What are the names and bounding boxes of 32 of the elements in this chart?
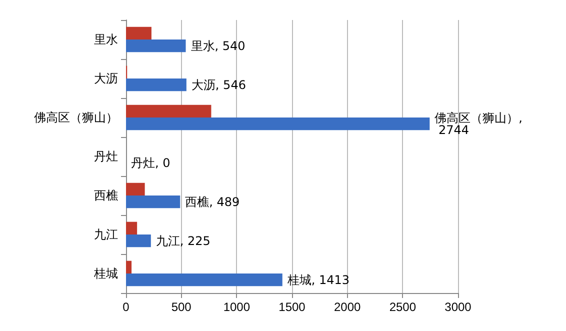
data-label: 西樵, 489 [185, 194, 240, 209]
x-tick-label: 1500 [278, 300, 306, 314]
y-tick-label: 九江 [94, 228, 118, 242]
x-tick-label: 0 [122, 300, 130, 314]
bar [126, 118, 430, 130]
y-tick-label: 大沥 [94, 72, 118, 86]
x-tick-label: 3000 [444, 300, 472, 314]
x-tick-label: 2500 [389, 300, 416, 314]
data-label: 桂城, 1413 [286, 272, 350, 287]
y-tick-label: 桂城 [93, 266, 118, 280]
bar [126, 104, 212, 118]
data-label: 丹灶, 0 [131, 156, 170, 170]
x-tick-label: 1000 [223, 300, 250, 314]
bar [126, 234, 151, 248]
y-tick-label: 佛高区（狮山） [34, 110, 118, 124]
y-tick-label: 丹灶 [94, 150, 118, 164]
bar [126, 196, 180, 208]
data-label: 里水, 540 [190, 38, 246, 53]
data-label: 大沥, 546 [191, 78, 246, 92]
bar [126, 260, 132, 274]
y-tick-label: 里水 [94, 32, 118, 46]
bar [126, 274, 282, 286]
data-label: 九江, 225 [156, 234, 210, 248]
bar [126, 26, 152, 40]
bar [126, 222, 138, 234]
bar [126, 182, 145, 196]
y-tick-label: 西樵 [94, 188, 118, 202]
x-tick-label: 2000 [334, 300, 362, 314]
x-tick-label: 500 [171, 300, 192, 314]
bar [126, 78, 186, 92]
bar [126, 40, 186, 52]
data-label: 佛高区（狮山）, 2744 [434, 110, 522, 137]
